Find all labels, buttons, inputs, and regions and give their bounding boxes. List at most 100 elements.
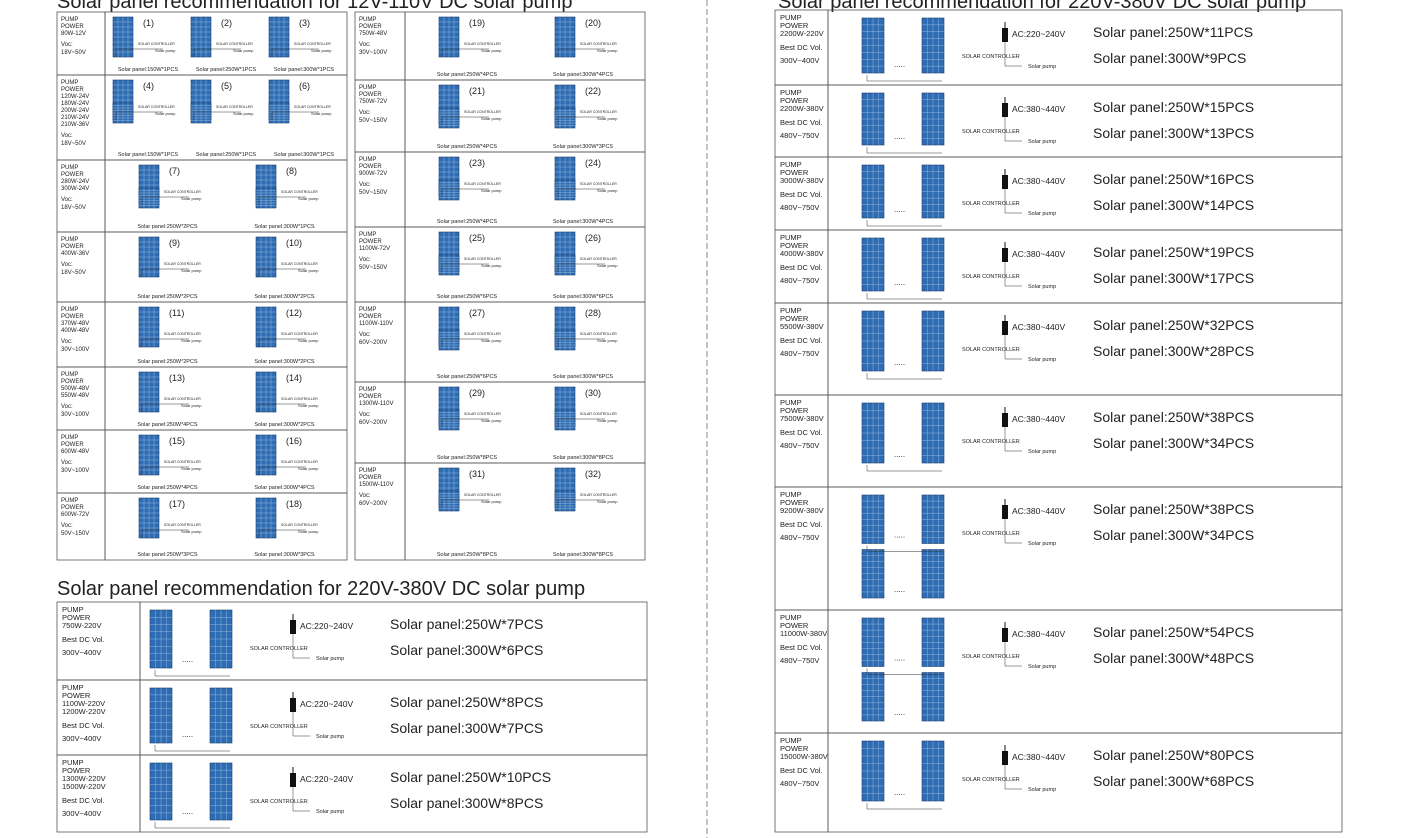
controller-label: SOLAR CONTROLLER <box>164 460 201 464</box>
dots: ..... <box>894 585 905 594</box>
controller-label: SOLAR CONTROLLER <box>580 332 617 336</box>
pump-power: POWER <box>780 406 809 415</box>
wire <box>115 48 163 57</box>
pump-power: POWER <box>61 505 84 511</box>
diagram-number: (23) <box>469 158 485 168</box>
voc: Voc: <box>359 257 371 263</box>
wire <box>441 338 489 347</box>
table-cell <box>827 9 1343 86</box>
diagram-number: (27) <box>469 308 485 318</box>
dots: ..... <box>894 278 905 287</box>
pump-power: 9200W-380V <box>780 506 824 515</box>
wire <box>866 465 942 472</box>
dc-voltage: 300V~400V <box>62 734 101 743</box>
panel-caption: Solar panel:300W*2PCS <box>254 422 315 428</box>
pump-power: 15000W-380V <box>780 752 828 761</box>
wire <box>866 220 942 227</box>
ac-label: AC:220~240V <box>300 774 353 784</box>
ac-label: AC:380~440V <box>1012 322 1065 332</box>
panel-caption: Solar panel:300W*6PCS <box>553 294 614 300</box>
section-title: Solar panel recommendation for 220V-380V… <box>778 0 1306 13</box>
pump-power: POWER <box>61 24 84 30</box>
controller-icon <box>290 620 296 634</box>
pump-power: PUMP <box>780 736 802 745</box>
pump-power: 750W-220V <box>62 621 101 630</box>
dc-voltage: Best DC Vol. <box>780 190 823 199</box>
table-cell <box>827 84 1343 158</box>
pump-power: POWER <box>780 168 809 177</box>
pump-power: 210W-36V <box>61 122 89 128</box>
dots: ..... <box>894 788 905 797</box>
diagram-number: (7) <box>169 166 180 176</box>
pump-power: POWER <box>359 314 382 320</box>
pump-label: Solar pump <box>481 116 502 121</box>
ac-label: AC:380~440V <box>1012 629 1065 639</box>
controller-icon <box>1002 175 1008 189</box>
controller-label: SOLAR CONTROLLER <box>281 332 318 336</box>
pump-power: 210W-24V <box>61 115 89 121</box>
controller-label: SOLAR CONTROLLER <box>464 182 501 186</box>
pump-power: PUMP <box>61 17 78 23</box>
pump-power: PUMP <box>61 435 78 441</box>
diagram-number: (20) <box>585 18 601 28</box>
pump-label: Solar pump <box>298 529 319 534</box>
panel-caption: Solar panel:250W*1PCS <box>196 67 257 73</box>
controller-icon <box>1002 505 1008 519</box>
controller-label: SOLAR CONTROLLER <box>216 42 253 46</box>
pump-power: POWER <box>61 172 84 178</box>
pump-power: 600W-48V <box>61 449 89 455</box>
diagram-number: (30) <box>585 388 601 398</box>
voc: Voc: <box>61 523 73 529</box>
table-cell <box>827 394 1343 488</box>
pump-power: PUMP <box>62 758 84 767</box>
pump-power: 120W-24V <box>61 94 89 100</box>
pump-power: PUMP <box>61 80 78 86</box>
dc-voltage: Best DC Vol. <box>62 635 105 644</box>
panel-recommendation: Solar panel:250W*19PCS <box>1093 244 1254 260</box>
pump-label: Solar pump <box>181 338 202 343</box>
panel-recommendation: Solar panel:250W*10PCS <box>390 769 551 785</box>
controller-label: SOLAR CONTROLLER <box>464 257 501 261</box>
wire <box>866 293 942 300</box>
pump-power: 7500W-380V <box>780 414 824 423</box>
controller-label: SOLAR CONTROLLER <box>250 799 308 805</box>
diagram-number: (19) <box>469 18 485 28</box>
wire <box>141 529 189 538</box>
pump-power: 750W-48V <box>359 31 387 37</box>
pump-label: Solar pump <box>1028 64 1056 70</box>
pump-power: 1100W-220V <box>62 699 105 708</box>
pump-label: Solar pump <box>1028 449 1056 455</box>
wire <box>557 338 605 347</box>
dc-voltage: 300V~400V <box>62 648 101 657</box>
pump-power: PUMP <box>780 233 802 242</box>
dc-voltage: 300V~400V <box>780 56 819 65</box>
wire <box>141 338 189 347</box>
ac-label: AC:220~240V <box>300 699 353 709</box>
pump-power: 11000W-380V <box>780 629 827 638</box>
voc: 30V~100V <box>61 412 89 418</box>
pump-power: 1500W-220V <box>62 782 106 791</box>
pump-power: PUMP <box>780 490 802 499</box>
dc-voltage: 480V~750V <box>780 131 819 140</box>
controller-label: SOLAR CONTROLLER <box>962 347 1020 353</box>
pump-power: 550W-48V <box>61 393 89 399</box>
wire <box>1004 642 1022 667</box>
pump-power: 1500W-110V <box>359 482 393 488</box>
wire <box>271 48 319 57</box>
pump-power: POWER <box>780 498 809 507</box>
voc: 60V~200V <box>359 420 387 426</box>
pump-label: Solar pump <box>481 499 502 504</box>
dc-voltage: Best DC Vol. <box>780 428 823 437</box>
voc: 18V~50V <box>61 270 86 276</box>
diagram-number: (10) <box>286 238 302 248</box>
wire <box>258 268 306 277</box>
ac-label: AC:380~440V <box>1012 752 1065 762</box>
panel-caption: Solar panel:250W*6PCS <box>437 374 498 380</box>
wire <box>271 111 319 120</box>
diagram-number: (5) <box>221 81 232 91</box>
pump-label: Solar pump <box>481 338 502 343</box>
voc: Voc: <box>61 262 73 268</box>
panel-recommendation: Solar panel:250W*54PCS <box>1093 624 1254 640</box>
dots: ..... <box>894 708 905 717</box>
pump-power: POWER <box>62 613 91 622</box>
